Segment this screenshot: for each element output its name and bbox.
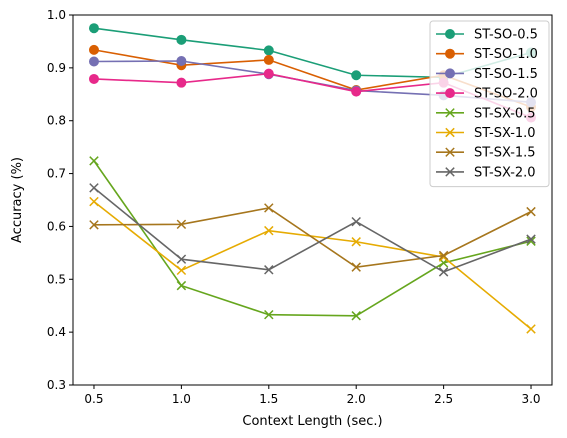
data-point (351, 262, 361, 272)
legend-label: ST-SX-1.5 (474, 146, 536, 161)
data-point (263, 54, 274, 65)
plot-area (72, 14, 553, 386)
data-point (88, 44, 99, 55)
legend-item: ST-SO-2.0 (436, 87, 538, 102)
data-point (351, 216, 361, 227)
data-point (89, 183, 99, 193)
x-axis-label: Context Length (sec.) (242, 414, 382, 429)
series-st-sx-2-0 (89, 183, 536, 277)
series-line (93, 160, 532, 317)
data-point (526, 234, 536, 244)
legend-marker (445, 48, 455, 59)
y-tick-label: 1.0 (47, 8, 66, 22)
data-point (88, 73, 99, 84)
data-point (88, 23, 99, 34)
data-point (176, 77, 187, 88)
data-point (264, 203, 274, 213)
x-tick-label: 0.5 (84, 392, 103, 406)
data-point (89, 220, 99, 230)
data-point (264, 309, 274, 320)
data-point (176, 55, 187, 66)
x-tick-label: 3.0 (521, 392, 540, 406)
data-point (438, 250, 449, 261)
data-point (264, 265, 274, 275)
data-point (89, 156, 99, 166)
legend-item: ST-SO-0.5 (436, 28, 538, 43)
data-point (526, 206, 536, 217)
legend-label: ST-SO-0.5 (474, 28, 538, 43)
data-point (351, 86, 362, 97)
y-tick-label: 0.5 (47, 272, 66, 286)
data-point (264, 225, 274, 236)
legend: ST-SO-0.5 ST-SO-1.0 ST-SO-1.5 ST-SO-2.0 ST-S… (429, 20, 550, 188)
legend-item: ST-SX-1.0 (436, 126, 536, 141)
data-point (89, 196, 99, 207)
y-axis-ticks: 0.3 0.4 0.5 0.6 0.7 0.8 0.9 1.0 (47, 8, 73, 392)
x-axis-ticks: 0.5 1.0 1.5 2.0 2.5 3.0 (84, 385, 541, 406)
data-point (263, 68, 274, 79)
y-tick-label: 0.7 (47, 167, 66, 181)
legend-label: ST-SX-1.0 (474, 126, 536, 141)
legend-item: ST-SX-2.0 (436, 165, 536, 180)
y-tick-label: 0.6 (47, 219, 66, 233)
x-tick-label: 2.5 (434, 392, 453, 406)
data-point (176, 219, 187, 230)
x-tick-label: 2.0 (347, 392, 366, 406)
legend-marker (445, 108, 455, 118)
legend-label: ST-SX-2.0 (474, 165, 536, 180)
legend-label: ST-SO-1.0 (474, 47, 538, 62)
data-point (351, 311, 361, 321)
legend-item: ST-SO-1.5 (436, 67, 538, 82)
data-point (176, 265, 187, 276)
x-tick-label: 1.0 (172, 392, 191, 406)
data-point (351, 237, 361, 247)
data-point (526, 236, 536, 246)
legend-marker (445, 167, 455, 177)
data-point (176, 34, 187, 45)
legend-marker (445, 88, 455, 99)
legend-item: ST-SX-1.5 (436, 146, 536, 161)
y-tick-label: 0.9 (47, 61, 66, 75)
legend-box (429, 20, 550, 188)
y-tick-label: 0.3 (47, 378, 66, 392)
data-point (88, 56, 99, 67)
plot-frame (72, 14, 553, 386)
data-point (176, 280, 187, 291)
data-point (176, 254, 187, 264)
legend-label: ST-SO-1.5 (474, 67, 538, 82)
legend-marker (445, 68, 455, 79)
series-line (93, 200, 532, 330)
data-point (526, 324, 536, 334)
legend-marker (445, 127, 455, 138)
legend-item: ST-SX-0.5 (436, 106, 536, 121)
series-st-sx-1-0 (89, 196, 536, 334)
legend-marker (445, 147, 455, 157)
y-axis-label: Accuracy (%) (10, 157, 25, 243)
series-line (93, 187, 532, 273)
x-tick-label: 1.5 (259, 392, 278, 406)
data-point (438, 267, 449, 277)
y-tick-label: 0.8 (47, 114, 66, 128)
series-st-sx-1-5 (89, 203, 536, 272)
data-point (263, 45, 274, 56)
legend-label: ST-SX-0.5 (474, 106, 536, 121)
series-line (93, 207, 532, 268)
legend-item: ST-SO-1.0 (436, 47, 538, 62)
legend-marker (445, 29, 455, 39)
y-tick-label: 0.4 (47, 325, 66, 339)
data-point (351, 70, 362, 81)
legend-label: ST-SO-2.0 (474, 87, 538, 102)
